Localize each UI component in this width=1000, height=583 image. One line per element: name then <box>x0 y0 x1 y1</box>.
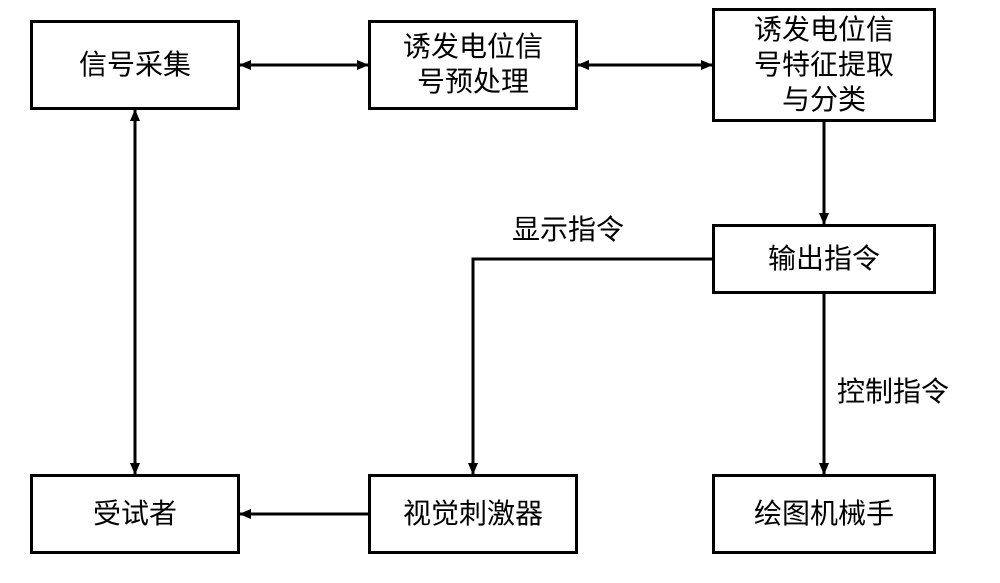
label-control_cmd: 控制指令 <box>837 370 949 410</box>
node-feature: 诱发电位信 号特征提取 与分类 <box>712 8 936 122</box>
node-output_cmd: 输出指令 <box>712 224 936 294</box>
node-signal_acq: 信号采集 <box>30 20 240 110</box>
node-stimulator: 视觉刺激器 <box>368 474 578 554</box>
node-label: 绘图机械手 <box>754 497 894 532</box>
node-label: 视觉刺激器 <box>403 497 543 532</box>
node-label: 受试者 <box>93 497 177 532</box>
node-label: 诱发电位信 号预处理 <box>403 30 543 100</box>
node-label: 诱发电位信 号特征提取 与分类 <box>754 13 894 118</box>
label-display_cmd: 显示指令 <box>512 208 624 248</box>
diagram-stage: 信号采集 诱发电位信 号预处理 诱发电位信 号特征提取 与分类输出指令受试者 视觉刺激… <box>0 0 1000 583</box>
node-label: 输出指令 <box>768 242 880 277</box>
node-label: 信号采集 <box>79 48 191 83</box>
node-subject: 受试者 <box>30 474 240 554</box>
node-preprocess: 诱发电位信 号预处理 <box>368 20 578 110</box>
node-robot: 绘图机械手 <box>712 474 936 554</box>
edge-e_out_stim <box>473 259 712 474</box>
